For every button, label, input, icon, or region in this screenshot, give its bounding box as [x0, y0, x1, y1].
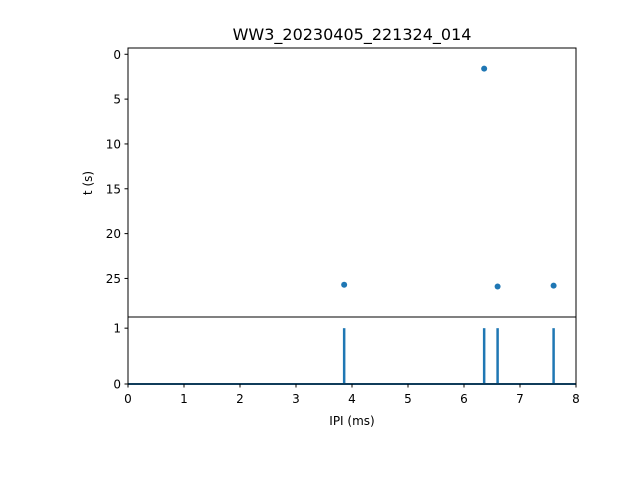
top-plot-frame	[127, 47, 577, 318]
top-y-tick-label: 0	[113, 48, 121, 62]
bottom-y-axis-ticks: 01	[113, 322, 128, 392]
top-y-tick-label: 25	[106, 272, 121, 286]
top-y-tick-label: 10	[106, 137, 121, 151]
top-y-axis-label: t (s)	[81, 171, 95, 195]
top-y-tick-label: 20	[106, 227, 121, 241]
bottom-x-tick-label: 2	[236, 392, 244, 406]
bottom-plot-frame	[127, 316, 577, 385]
bottom-spike-series	[128, 328, 576, 385]
scatter-point	[341, 281, 348, 288]
bottom-y-tick-label: 0	[113, 378, 121, 392]
scatter-point	[494, 283, 501, 290]
bottom-x-tick-label: 7	[516, 392, 524, 406]
bottom-x-tick-label: 6	[460, 392, 468, 406]
top-scatter-points	[341, 65, 557, 290]
bottom-x-tick-label: 4	[348, 392, 356, 406]
scatter-point	[550, 282, 557, 289]
bottom-x-tick-label: 1	[180, 392, 188, 406]
chart-title: WW3_20230405_221324_014	[233, 25, 472, 45]
bottom-x-tick-label: 0	[124, 392, 132, 406]
bottom-x-tick-label: 8	[572, 392, 580, 406]
top-y-axis-ticks: 0 5 10 15 20 25	[106, 48, 128, 286]
bottom-x-tick-label: 3	[292, 392, 300, 406]
bottom-x-axis-ticks: 0 1 2 3 4 5 6 7 8	[124, 384, 580, 406]
top-y-tick-label: 5	[113, 93, 121, 107]
bottom-y-tick-label: 1	[113, 322, 121, 336]
bottom-x-tick-label: 5	[404, 392, 412, 406]
scatter-point	[481, 65, 488, 72]
bottom-x-axis-label: IPI (ms)	[329, 414, 374, 428]
top-y-tick-label: 15	[106, 182, 121, 196]
